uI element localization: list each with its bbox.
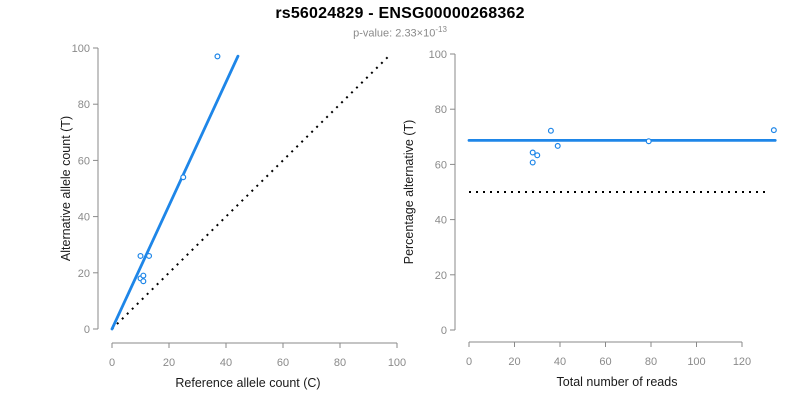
y-tick-label: 60 [435, 159, 447, 171]
y-tick-label: 60 [78, 155, 90, 167]
y-tick-label: 40 [78, 212, 90, 224]
x-tick-label: 60 [277, 357, 289, 369]
y-tick-label: 0 [441, 325, 447, 337]
data-point [137, 252, 144, 259]
pvalue-text: p-value: 2.33×10 [353, 27, 436, 40]
y-tick-label: 0 [84, 324, 90, 336]
y-tick-label: 20 [435, 270, 447, 282]
data-point [140, 272, 147, 279]
y-axis-title: Alternative allele count (T) [59, 116, 73, 261]
data-point [146, 252, 153, 259]
x-tick-label: 80 [334, 357, 346, 369]
x-tick-label: 0 [109, 357, 115, 369]
data-point [645, 138, 652, 145]
x-axis-title: Reference allele count (C) [175, 376, 320, 390]
figure-header: rs56024829 - ENSG00000268362 p-value: 2.… [0, 5, 800, 40]
data-point [214, 53, 221, 60]
panel-allele-counts: 0 20 40 60 80 100 0 20 40 60 80 100 Reference allele… [59, 43, 406, 390]
x-tick-label: 80 [645, 356, 657, 368]
panel-percentage-alternative: 0 20 40 60 80 100 0 20 40 60 80 100 120 Total number … [402, 49, 777, 389]
x-tick-label: 40 [554, 356, 566, 368]
x-tick-label: 40 [220, 357, 232, 369]
y-tick-label: 20 [78, 268, 90, 280]
figure-subtitle: p-value: 2.33×10-13 [0, 25, 800, 40]
y-tick-label: 80 [435, 104, 447, 116]
y-tick-label: 100 [72, 43, 90, 55]
data-point [534, 152, 541, 159]
pvalue-exponent: -13 [435, 25, 447, 34]
x-tick-label: 60 [599, 356, 611, 368]
y-tick-label: 40 [435, 215, 447, 227]
data-point [140, 278, 147, 285]
x-tick-label: 100 [687, 356, 705, 368]
y-tick-label: 80 [78, 99, 90, 111]
x-tick-label: 100 [388, 357, 406, 369]
data-point [770, 127, 777, 134]
data-point [547, 127, 554, 134]
data-point [554, 142, 561, 149]
x-tick-label: 20 [163, 357, 175, 369]
x-axis-title: Total number of reads [557, 375, 678, 389]
y-tick-label: 100 [429, 49, 447, 61]
fit-line [110, 54, 240, 331]
data-point [180, 174, 187, 181]
x-tick-label: 120 [733, 356, 751, 368]
y-axis-title: Percentage alternative (T) [402, 120, 416, 265]
x-tick-label: 20 [508, 356, 520, 368]
figure-title: rs56024829 - ENSG00000268362 [275, 5, 525, 22]
identity-line [111, 54, 391, 330]
data-point [529, 159, 536, 166]
x-tick-label: 0 [466, 356, 472, 368]
data-point [529, 149, 536, 156]
